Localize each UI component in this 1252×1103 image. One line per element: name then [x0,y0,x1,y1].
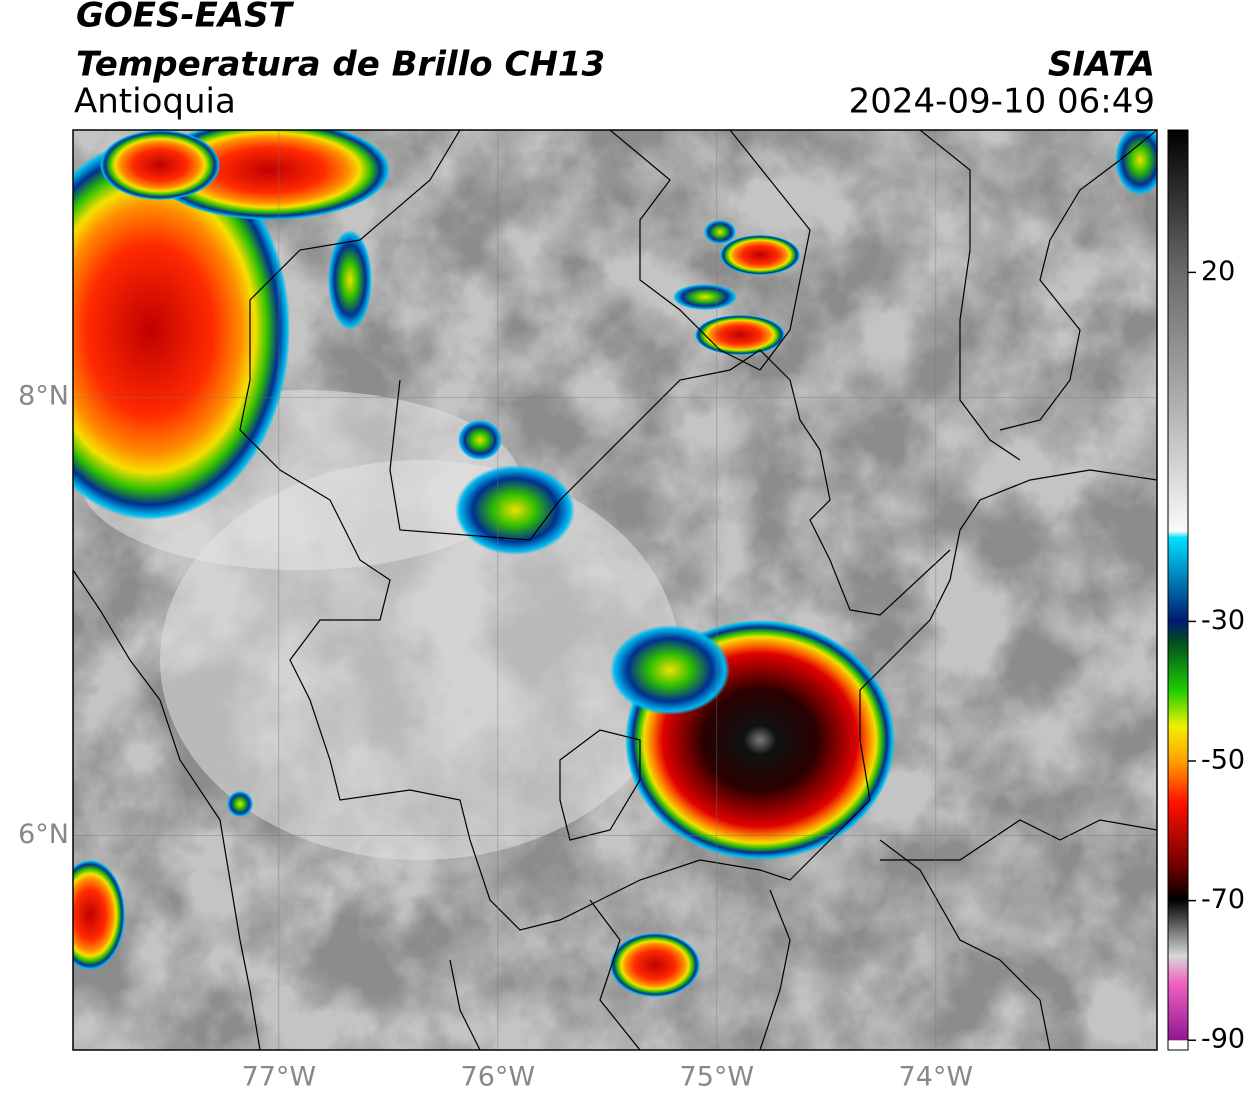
region: Antioquia [74,82,236,122]
colorbar [1167,129,1189,1051]
colorbar-tick-label: 20 [1201,256,1235,287]
convective-cell [458,420,502,460]
convective-cell [610,625,730,715]
convective-cell [695,315,785,355]
source: SIATA [1048,45,1155,85]
boundary [239,130,1157,931]
convective-cell [227,791,253,817]
subtitle: Temperatura de Brillo CH13 [76,45,605,85]
x-tick-label: 77°W [242,1062,317,1093]
convective-cell [100,130,220,200]
colorbar-tick-label: -70 [1201,884,1245,915]
map [73,130,1157,1050]
colorbar-tick-label: -50 [1201,745,1245,776]
convective-cell [720,235,800,275]
x-tick-label: 75°W [680,1062,755,1093]
colorbar-tick-label: -90 [1201,1024,1245,1055]
y-tick-label: 6°N [18,819,69,850]
x-tick-label: 76°W [461,1062,536,1093]
boundary [609,130,1157,461]
y-tick-label: 8°N [18,381,69,412]
grid [73,130,1157,1050]
convective-cell [328,230,372,330]
convective-cell [73,860,125,970]
convective-cell [673,284,737,310]
convective-cell [73,140,290,520]
convective-cell [455,465,575,555]
colorbar-tick-label: -30 [1201,605,1245,636]
convective-cell [610,933,700,997]
boundary [389,349,951,616]
map-frame [72,129,1158,1051]
datetime: 2024-09-10 06:49 [849,82,1155,122]
convective-cell [704,220,736,244]
title: GOES-EAST [76,0,295,36]
convective-cell [1115,130,1157,195]
x-tick-label: 74°W [899,1062,974,1093]
boundary [73,569,1157,1050]
